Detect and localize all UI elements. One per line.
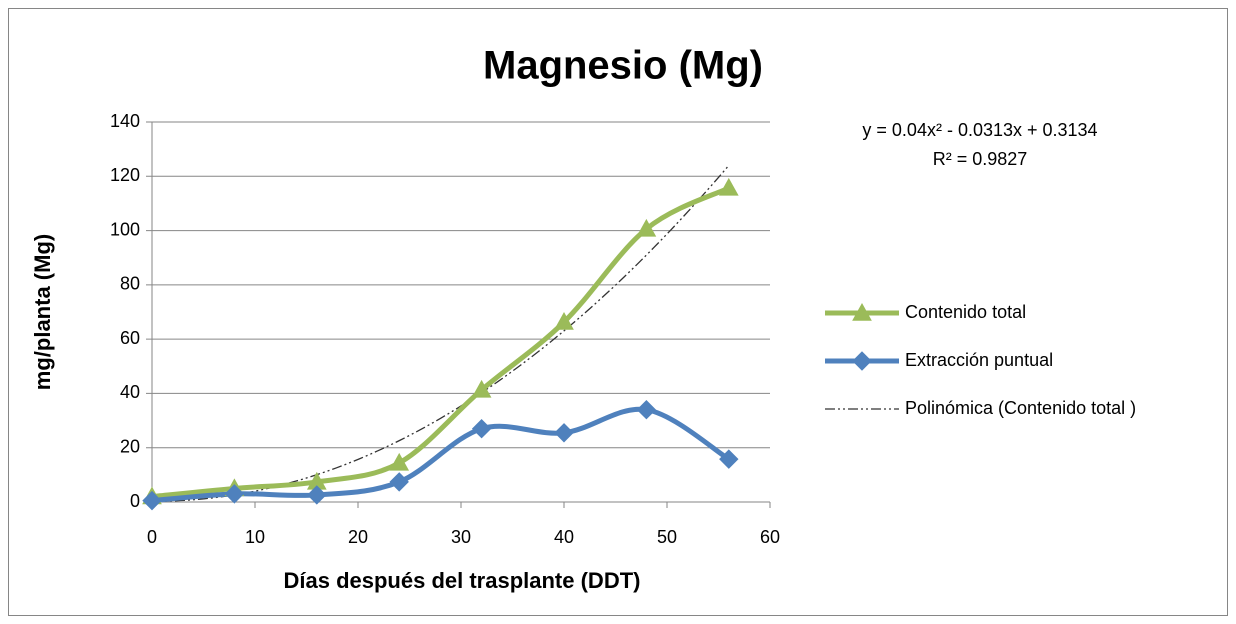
- chart-title: Magnesio (Mg): [483, 44, 763, 88]
- y-tick-label: 80: [120, 274, 140, 294]
- diamond-marker: [142, 490, 162, 511]
- x-tick-label: 10: [245, 527, 265, 547]
- triangle-marker: [389, 452, 410, 471]
- y-axis-label: mg/planta (Mg): [30, 234, 55, 390]
- legend-label: Extracción puntual: [905, 350, 1053, 370]
- chart-border: [8, 8, 1228, 616]
- y-tick-label: 120: [110, 165, 140, 185]
- y-tick-label: 0: [130, 491, 140, 511]
- triangle-marker: [718, 177, 739, 196]
- series-line: [151, 406, 731, 504]
- x-axis-label: Días después del trasplante (DDT): [284, 568, 641, 593]
- x-tick-label: 20: [348, 527, 368, 547]
- y-tick-label: 40: [120, 382, 140, 402]
- trend-equation: y = 0.04x² - 0.0313x + 0.3134: [862, 120, 1097, 140]
- legend-label: Contenido total: [905, 302, 1026, 322]
- x-tick-label: 0: [147, 527, 157, 547]
- triangle-marker: [471, 379, 492, 398]
- triangle-marker: [554, 312, 574, 330]
- diamond-marker: [389, 472, 409, 492]
- x-tick-label: 30: [451, 527, 471, 547]
- trend-r-squared: R² = 0.9827: [933, 149, 1028, 169]
- diamond-marker: [554, 423, 574, 443]
- y-tick-label: 140: [110, 111, 140, 131]
- diamond-marker: [636, 400, 657, 420]
- diamond-marker: [307, 485, 327, 505]
- diamond-marker: [471, 419, 492, 439]
- triangle-marker: [636, 218, 657, 237]
- x-tick-label: 40: [554, 527, 574, 547]
- y-tick-label: 100: [110, 219, 140, 239]
- diamond-marker: [719, 449, 739, 469]
- diamond-marker: [224, 484, 245, 504]
- legend-marker: [852, 351, 872, 371]
- legend-label: Polinómica (Contenido total ): [905, 398, 1136, 418]
- y-tick-label: 60: [120, 328, 140, 348]
- legend-marker: [852, 302, 872, 321]
- x-tick-label: 60: [760, 527, 780, 547]
- series-line: [151, 185, 730, 500]
- x-tick-label: 50: [657, 527, 677, 547]
- y-tick-label: 20: [120, 436, 140, 456]
